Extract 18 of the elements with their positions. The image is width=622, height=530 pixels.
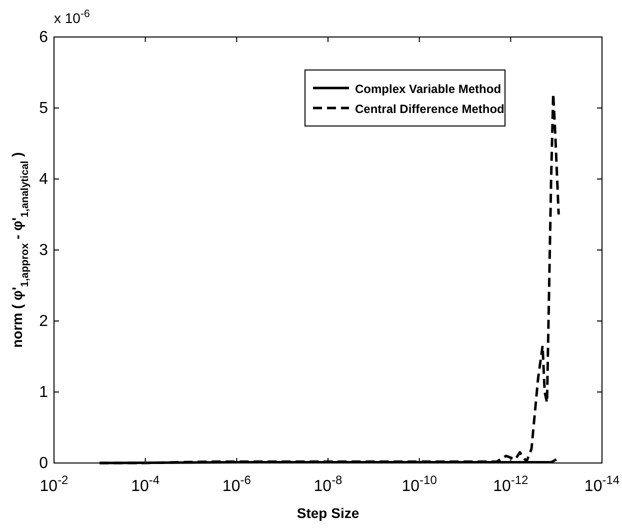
x-tick-label: 10$^{-12}$ — [493, 473, 529, 495]
y-tick-label: 6 — [39, 29, 48, 46]
x-tick-label: 10$^{-8}$ — [314, 473, 343, 495]
x-tick-label: 10$^{-14}$ — [584, 473, 620, 495]
x-tick-label: 10$^{-2}$ — [40, 473, 69, 495]
legend-label: Complex Variable Method — [355, 82, 502, 96]
y-tick-label: 5 — [39, 100, 48, 117]
y-tick-label: 3 — [39, 242, 48, 259]
text: x 10$^{-6}$ — [54, 8, 90, 26]
x-tick-label: 10$^{-6}$ — [222, 473, 252, 495]
y-tick-label: 2 — [39, 313, 48, 330]
x-tick-label: 10$^{-4}$ — [131, 473, 160, 495]
y-tick-label: 1 — [39, 384, 48, 401]
x-axis-title: Step Size — [296, 505, 360, 521]
y-tick-label: 0 — [39, 455, 48, 472]
x-tick-label: 10$^{-10}$ — [402, 473, 438, 495]
y-tick-label: 4 — [39, 171, 48, 188]
legend-label: Central Difference Method — [355, 102, 504, 116]
